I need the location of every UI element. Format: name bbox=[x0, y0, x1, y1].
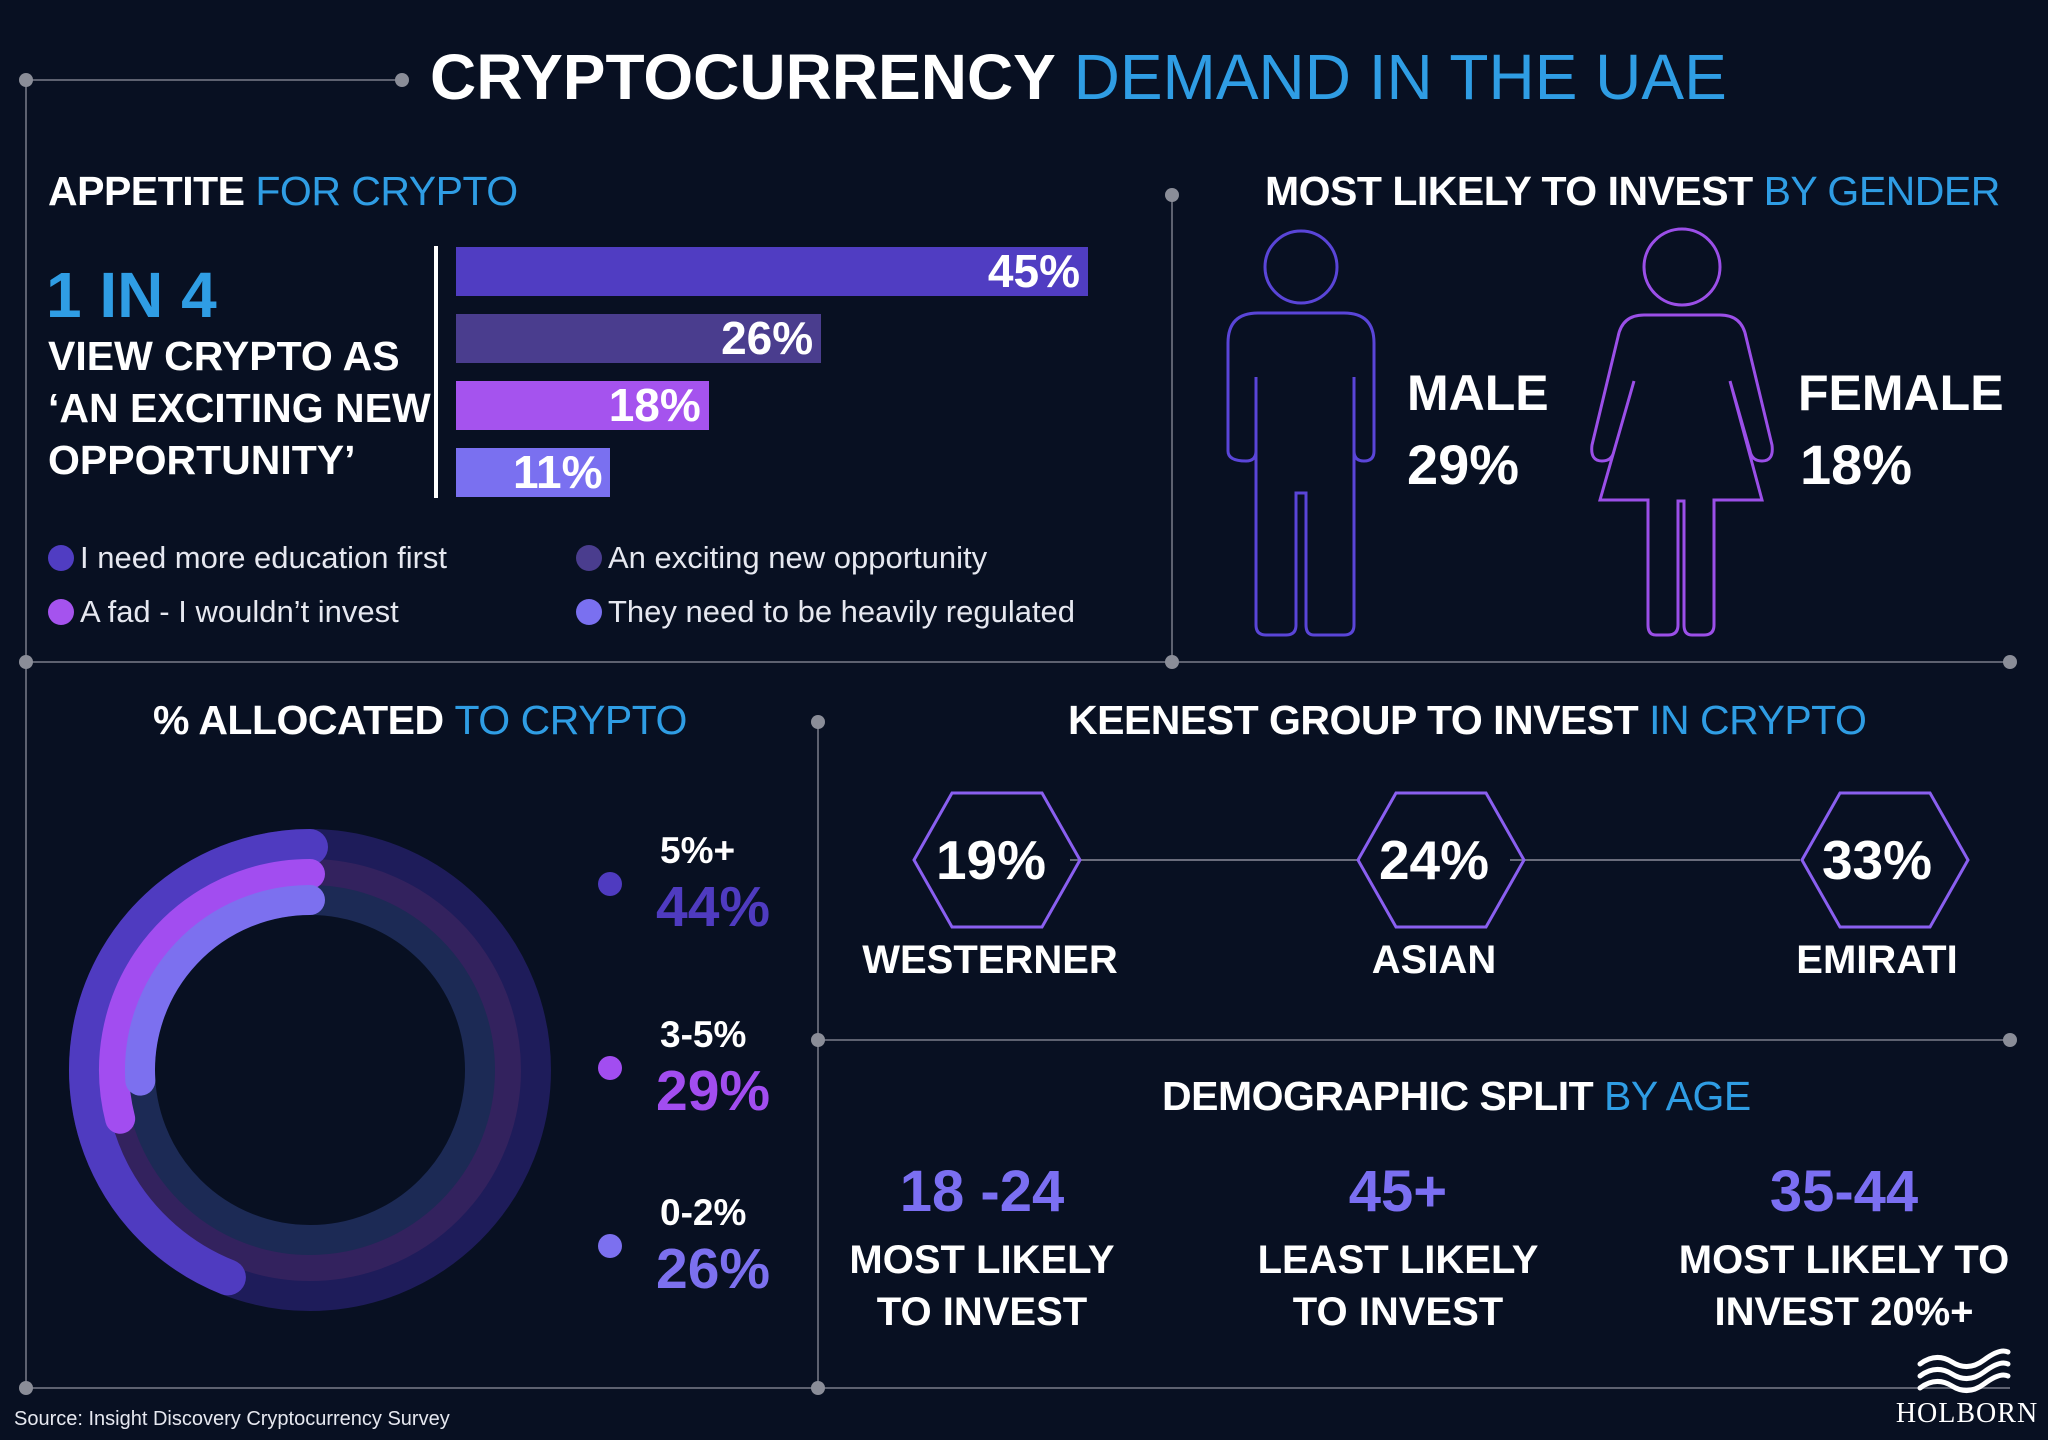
appetite-bar: 26% bbox=[456, 312, 822, 364]
legend-label: An exciting new opportunity bbox=[608, 540, 988, 575]
appetite-bar: 11% bbox=[456, 446, 611, 498]
female-value: 18% bbox=[1800, 433, 1913, 496]
allocation-legend-dot bbox=[598, 1056, 622, 1080]
gender-title: MOST LIKELY TO INVEST BY GENDER bbox=[1265, 168, 2000, 215]
allocated-title: % ALLOCATED TO CRYPTO bbox=[153, 697, 687, 744]
appetite-bar-label: 18% bbox=[608, 379, 701, 431]
hexagon-emirati bbox=[1800, 791, 1970, 929]
demographic-title: DEMOGRAPHIC SPLIT BY AGE bbox=[1162, 1073, 1751, 1120]
appetite-bar: 18% bbox=[456, 381, 709, 430]
emirati-label: EMIRATI bbox=[1796, 938, 1958, 982]
westerner-label: WESTERNER bbox=[862, 938, 1118, 982]
appetite-legend-item: An exciting new opportunity bbox=[576, 540, 987, 576]
asian-label: ASIAN bbox=[1371, 938, 1497, 982]
holborn-logo-text: HOLBORN bbox=[1895, 1398, 2039, 1429]
male-label: MALE bbox=[1407, 365, 1549, 421]
age-label-line: INVEST 20%+ bbox=[1714, 1290, 1974, 1334]
appetite-headline: 1 IN 4 bbox=[46, 259, 217, 331]
age-label-18-24: MOST LIKELY TO INVEST bbox=[812, 1234, 1152, 1338]
appetite-legend-item: A fad - I wouldn’t invest bbox=[48, 594, 399, 630]
keenest-title-light: IN CRYPTO bbox=[1649, 697, 1867, 743]
age-label-line: LEAST LIKELY bbox=[1257, 1238, 1539, 1282]
ring-arc-1 bbox=[99, 859, 325, 1134]
ring-arc-0 bbox=[69, 829, 328, 1296]
appetite-title-bold: APPETITE bbox=[48, 168, 245, 214]
hexagon-westerner bbox=[912, 791, 1082, 929]
appetite-title: APPETITE FOR CRYPTO bbox=[48, 168, 518, 215]
page-title-bold: CRYPTOCURRENCY bbox=[430, 41, 1056, 113]
westerner-value: 19% bbox=[935, 829, 1047, 891]
asian-value: 24% bbox=[1378, 829, 1490, 891]
legend-swatch bbox=[576, 599, 602, 625]
appetite-legend-item: They need to be heavily regulated bbox=[576, 594, 1075, 630]
keenest-title: KEENEST GROUP TO INVEST IN CRYPTO bbox=[1068, 697, 1867, 744]
appetite-bar-label: 45% bbox=[987, 245, 1080, 297]
age-label-line: MOST LIKELY bbox=[849, 1238, 1115, 1282]
emirati-value: 33% bbox=[1821, 829, 1933, 891]
gender-title-bold: MOST LIKELY TO INVEST bbox=[1265, 168, 1753, 214]
male-value: 29% bbox=[1407, 433, 1520, 496]
source-note: Source: Insight Discovery Cryptocurrency… bbox=[14, 1408, 450, 1430]
demographic-title-light: BY AGE bbox=[1604, 1073, 1751, 1119]
age-label-35-44: MOST LIKELY TO INVEST 20%+ bbox=[1654, 1234, 2034, 1338]
appetite-subtext: VIEW CRYPTO AS ‘AN EXCITING NEW OPPORTUN… bbox=[48, 330, 431, 486]
male-figure-icon bbox=[1226, 229, 1376, 637]
allocation-radial-chart bbox=[69, 829, 551, 1311]
legend-swatch bbox=[576, 545, 602, 571]
keenest-title-bold: KEENEST GROUP TO INVEST bbox=[1068, 697, 1639, 743]
age-label-line: MOST LIKELY TO bbox=[1678, 1238, 2010, 1282]
demographic-title-bold: DEMOGRAPHIC SPLIT bbox=[1162, 1073, 1594, 1119]
appetite-subtext-line: ‘AN EXCITING NEW bbox=[48, 385, 431, 431]
bar-axis-line bbox=[434, 246, 438, 498]
appetite-subtext-line: VIEW CRYPTO AS bbox=[48, 333, 400, 379]
allocated-title-light: TO CRYPTO bbox=[454, 697, 688, 743]
appetite-bar-label: 26% bbox=[721, 312, 814, 364]
allocation-legend-dot bbox=[598, 1234, 622, 1258]
age-value-35-44: 35-44 bbox=[1769, 1159, 1919, 1224]
allocation-legend-dot bbox=[598, 872, 622, 896]
ring-arc-2 bbox=[125, 885, 325, 1096]
appetite-bar-label: 11% bbox=[512, 446, 603, 498]
gender-title-light: BY GENDER bbox=[1763, 168, 2001, 214]
appetite-title-light: FOR CRYPTO bbox=[255, 168, 518, 214]
page-title-light: DEMAND IN THE UAE bbox=[1073, 41, 1727, 113]
allocation-legend-category: 5%+ bbox=[660, 830, 736, 871]
allocated-title-bold: % ALLOCATED bbox=[153, 697, 444, 743]
appetite-legend-item: I need more education first bbox=[48, 540, 447, 576]
age-label-line: TO INVEST bbox=[876, 1290, 1088, 1334]
age-label-line: TO INVEST bbox=[1292, 1290, 1504, 1334]
legend-label: They need to be heavily regulated bbox=[608, 594, 1076, 629]
female-label: FEMALE bbox=[1798, 365, 2004, 421]
age-value-18-24: 18 -24 bbox=[899, 1159, 1065, 1224]
age-label-45-plus: LEAST LIKELY TO INVEST bbox=[1228, 1234, 1568, 1338]
appetite-subtext-line: OPPORTUNITY’ bbox=[48, 437, 356, 483]
hexagon-connectors bbox=[912, 791, 1970, 929]
allocation-legend-value: 26% bbox=[656, 1237, 771, 1301]
holborn-waves-icon bbox=[1917, 1348, 2011, 1393]
age-value-45-plus: 45+ bbox=[1348, 1159, 1448, 1224]
appetite-bar: 45% bbox=[456, 247, 1088, 296]
legend-swatch bbox=[48, 599, 74, 625]
allocation-legend-value: 29% bbox=[656, 1059, 771, 1123]
allocation-legend-category: 0-2% bbox=[660, 1192, 747, 1233]
legend-swatch bbox=[48, 545, 74, 571]
female-figure-icon bbox=[1590, 227, 1774, 637]
page-title: CRYPTOCURRENCY DEMAND IN THE UAE bbox=[430, 40, 1727, 114]
allocation-legend-value: 44% bbox=[656, 875, 771, 939]
allocation-legend-category: 3-5% bbox=[660, 1014, 747, 1055]
legend-label: I need more education first bbox=[80, 540, 448, 575]
hexagon-asian bbox=[1356, 791, 1526, 929]
legend-label: A fad - I wouldn’t invest bbox=[80, 594, 399, 629]
